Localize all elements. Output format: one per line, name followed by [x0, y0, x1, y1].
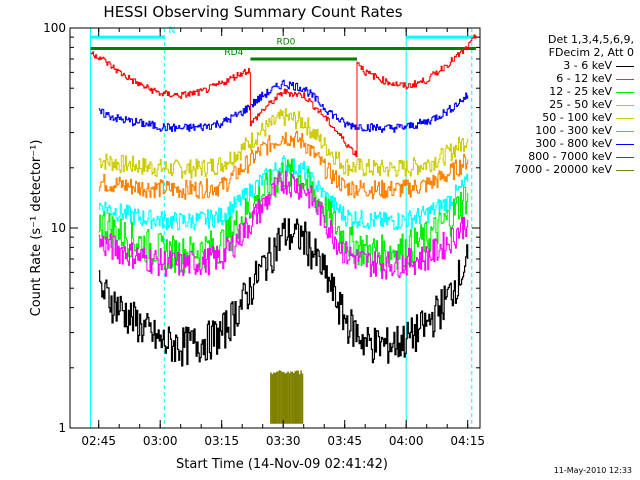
- legend-swatch: [616, 143, 634, 145]
- series-50-100-kev-line: [98, 108, 469, 179]
- y-tick-label: 10: [51, 221, 66, 235]
- x-tick-label: 03:30: [266, 434, 301, 448]
- legend-entry-7000-20000-kev: 7000 - 20000 keV: [514, 163, 634, 176]
- legend-entry-6-12-kev: 6 - 12 keV: [556, 72, 634, 85]
- legend-label: 7000 - 20000 keV: [514, 163, 612, 176]
- series-800-7000-kev: [90, 34, 477, 158]
- x-tick-label: 04:15: [450, 434, 485, 448]
- x-axis-label: Start Time (14-Nov-09 02:41:42): [176, 457, 388, 472]
- x-tick-label: 03:15: [204, 434, 239, 448]
- legend-entry-800-7000-kev: 800 - 7000 keV: [528, 150, 634, 163]
- series-100-300-kev: [98, 130, 469, 200]
- series-3-6-kev: [98, 218, 469, 367]
- legend-header-line-2: FDecim 2, Att 0: [548, 46, 634, 59]
- axis-layer: 02:45 03:00 03:15 03:30 03:45 04:00 04:15 1 10 10…: [43, 21, 485, 448]
- y-tick-label: 1: [58, 421, 66, 435]
- legend-swatch: [616, 169, 634, 171]
- legend-entry-12-25-kev: 12 - 25 keV: [549, 85, 634, 98]
- state-label-n: N: [169, 26, 176, 36]
- legend-label: 300 - 800 keV: [535, 137, 612, 150]
- legend-entry-3-6-kev: 3 - 6 keV: [563, 59, 634, 72]
- x-tick-label: 04:00: [389, 434, 424, 448]
- legend-label: 12 - 25 keV: [549, 85, 612, 98]
- legend-label: 25 - 50 keV: [549, 98, 612, 111]
- legend-label: 800 - 7000 keV: [528, 150, 612, 163]
- legend-entry-25-50-kev: 25 - 50 keV: [549, 98, 634, 111]
- legend-swatch: [616, 117, 634, 119]
- x-tick-label: 02:45: [81, 434, 116, 448]
- x-tick-label: 03:45: [327, 434, 362, 448]
- legend-swatch: [616, 104, 634, 106]
- legend-header: Det 1,3,4,5,6,9, FDecim 2, Att 0: [548, 33, 634, 59]
- series-6-12-kev: [98, 170, 469, 280]
- legend-entry-100-300-kev: 100 - 300 keV: [535, 124, 634, 137]
- legend-label: 6 - 12 keV: [556, 72, 612, 85]
- y-axis-label: Count Rate (s⁻¹ detector⁻¹): [29, 140, 44, 317]
- series-6-12-kev-line: [98, 170, 469, 280]
- series-50-100-kev: [98, 108, 469, 179]
- y-tick-label: 100: [43, 21, 66, 35]
- annotation-layer: N RD0 RD4: [90, 26, 476, 428]
- legend-swatch: [616, 91, 634, 93]
- legend-swatch: [616, 130, 634, 132]
- legend-header-line-1: Det 1,3,4,5,6,9,: [547, 33, 634, 46]
- legend-entry-50-100-kev: 50 - 100 keV: [542, 111, 634, 124]
- legend-label: 3 - 6 keV: [563, 59, 612, 72]
- legend-swatch: [616, 78, 634, 80]
- legend-swatch: [616, 65, 634, 67]
- series-300-800-kev-line: [98, 79, 469, 133]
- series-100-300-kev-line: [98, 130, 469, 200]
- state-label-rd4: RD4: [224, 48, 243, 58]
- legend-swatch: [616, 156, 634, 158]
- series-layer: [90, 34, 477, 424]
- x-tick-label: 03:00: [143, 434, 178, 448]
- series-800-7000-kev-line: [90, 34, 477, 158]
- series-3-6-kev-line: [98, 218, 469, 367]
- series-25-50-kev: [98, 155, 469, 231]
- series-7000-20000-kev: [270, 370, 304, 424]
- chart-title: HESSI Observing Summary Count Rates: [103, 3, 402, 21]
- legend-label: 100 - 300 keV: [535, 124, 612, 137]
- legend-entry-300-800-kev: 300 - 800 keV: [535, 137, 634, 150]
- legend-label: 50 - 100 keV: [542, 111, 612, 124]
- series-25-50-kev-line: [98, 155, 469, 231]
- footer-timestamp: 11-May-2010 12:33: [553, 466, 632, 475]
- state-label-rd0: RD0: [277, 37, 296, 47]
- series-300-800-kev: [98, 79, 469, 133]
